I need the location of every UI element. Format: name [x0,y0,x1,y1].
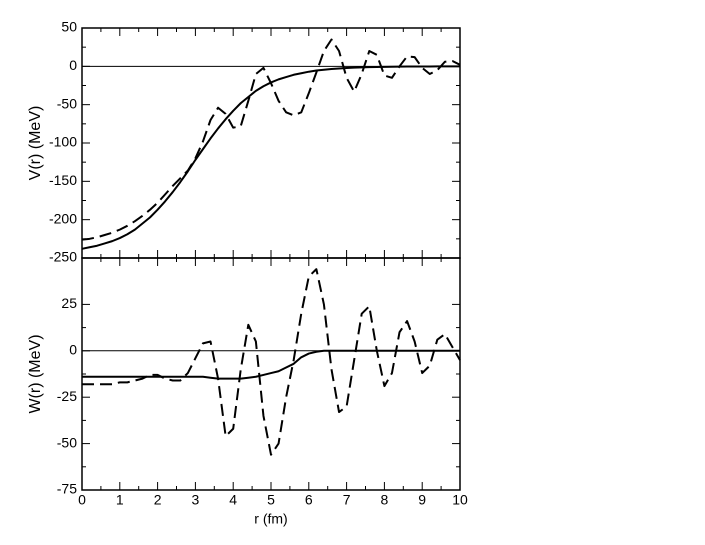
x-tick-label: 8 [381,492,389,508]
series-line [81,38,461,241]
y-tick-label: -150 [49,172,77,188]
y-tick-label: -25 [57,388,77,404]
x-tick-label: 9 [418,492,426,508]
plot-frame [81,257,461,491]
x-tick-label: 5 [267,492,275,508]
y-axis-label: W(r) (MeV) [27,334,44,413]
y-tick-label: 50 [61,19,77,35]
y-axis-label: V(r) (MeV) [27,106,44,181]
y-tick-label: -250 [49,249,77,265]
x-axis-label: r (fm) [254,511,287,527]
y-tick-label: -75 [57,481,77,497]
x-tick-label: 4 [229,492,237,508]
x-tick-label: 6 [305,492,313,508]
y-tick-label: -200 [49,210,77,226]
series-line [82,268,461,456]
series-line [81,65,460,250]
x-tick-label: 7 [343,492,351,508]
y-tick-label: 25 [61,295,77,311]
x-tick-label: 1 [116,492,124,508]
y-tick-label: -50 [57,434,77,450]
y-tick-label: 0 [69,342,77,358]
y-tick-label: 0 [69,57,77,73]
x-tick-label: 3 [192,492,200,508]
x-tick-label: 2 [154,492,162,508]
x-tick-label: 10 [452,492,468,508]
y-tick-label: -100 [49,134,77,150]
y-tick-label: -50 [57,95,77,111]
x-tick-label: 0 [78,492,86,508]
series-line [82,349,460,380]
